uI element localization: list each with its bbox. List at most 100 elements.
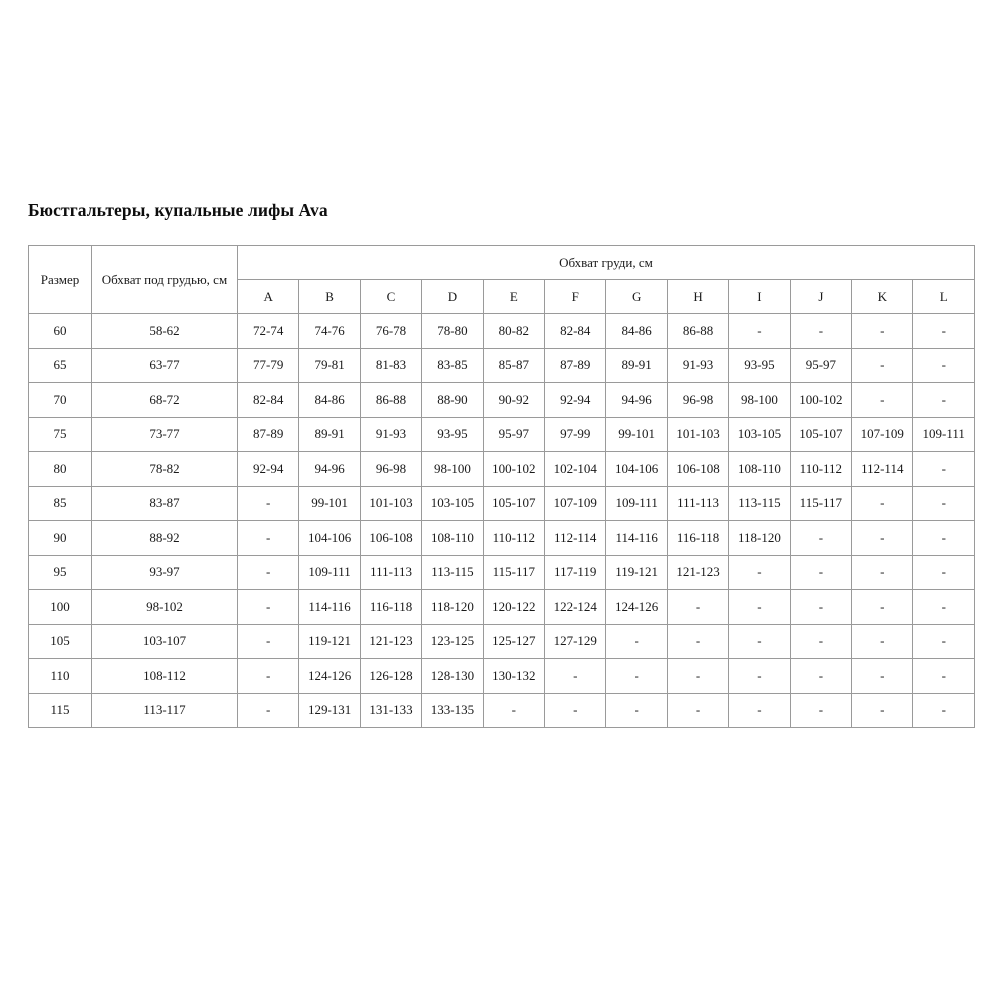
header-cup-k: K bbox=[851, 279, 914, 314]
cell-bust-f: 97-99 bbox=[544, 416, 607, 452]
cell-bust-i: - bbox=[728, 658, 791, 694]
cell-bust-b: 129-131 bbox=[298, 692, 361, 728]
table-row: 70 68-72 82-84 84-86 86-88 88-90 90-92 92-94 94-… bbox=[28, 382, 975, 418]
cell-bust-d: 128-130 bbox=[421, 658, 484, 694]
cell-bust-d: 118-120 bbox=[421, 589, 484, 625]
cell-bust-i: - bbox=[728, 623, 791, 659]
cell-bust-k: - bbox=[851, 623, 914, 659]
cell-bust-i: 98-100 bbox=[728, 382, 791, 418]
cell-bust-i: - bbox=[728, 692, 791, 728]
cell-bust-k: - bbox=[851, 313, 914, 349]
cell-bust-g: 89-91 bbox=[605, 347, 668, 383]
cell-bust-a: - bbox=[236, 485, 300, 521]
cell-bust-a: - bbox=[236, 520, 300, 556]
cell-bust-h: 106-108 bbox=[666, 451, 730, 487]
cell-bust-l: - bbox=[912, 692, 975, 728]
cell-bust-j: - bbox=[789, 692, 853, 728]
cell-bust-f: 112-114 bbox=[544, 520, 607, 556]
cell-bust-d: 108-110 bbox=[421, 520, 484, 556]
cell-size: 60 bbox=[28, 313, 92, 349]
cell-bust-l: - bbox=[912, 589, 975, 625]
cell-bust-h: - bbox=[666, 692, 730, 728]
cell-bust-c: 76-78 bbox=[359, 313, 423, 349]
cell-bust-h: 86-88 bbox=[666, 313, 730, 349]
cell-bust-g: 84-86 bbox=[605, 313, 668, 349]
cell-bust-h: - bbox=[666, 658, 730, 694]
cell-bust-f: 102-104 bbox=[544, 451, 607, 487]
cell-bust-l: - bbox=[912, 623, 975, 659]
cell-bust-e: 105-107 bbox=[482, 485, 546, 521]
cell-underbust: 103-107 bbox=[91, 623, 238, 659]
cell-underbust: 68-72 bbox=[91, 382, 238, 418]
cell-bust-g: 124-126 bbox=[605, 589, 668, 625]
cell-bust-a: 92-94 bbox=[236, 451, 300, 487]
cell-bust-c: 91-93 bbox=[359, 416, 423, 452]
cell-bust-b: 119-121 bbox=[298, 623, 361, 659]
cell-bust-g: 99-101 bbox=[605, 416, 668, 452]
cell-bust-l: - bbox=[912, 451, 975, 487]
cell-underbust: 78-82 bbox=[91, 451, 238, 487]
cell-bust-i: - bbox=[728, 313, 791, 349]
cell-size: 90 bbox=[28, 520, 92, 556]
cell-bust-d: 103-105 bbox=[421, 485, 484, 521]
cell-bust-e: 80-82 bbox=[482, 313, 546, 349]
cell-bust-j: 100-102 bbox=[789, 382, 853, 418]
cell-bust-b: 74-76 bbox=[298, 313, 361, 349]
cell-bust-h: 121-123 bbox=[666, 554, 730, 590]
cell-bust-k: - bbox=[851, 520, 914, 556]
cell-bust-a: 72-74 bbox=[236, 313, 300, 349]
header-cup-j: J bbox=[789, 279, 853, 314]
cell-bust-g: 119-121 bbox=[605, 554, 668, 590]
cell-size: 100 bbox=[28, 589, 92, 625]
cell-underbust: 113-117 bbox=[91, 692, 238, 728]
table-body: 60 58-62 72-74 74-76 76-78 78-80 80-82 82-84 84-… bbox=[28, 313, 975, 728]
cell-bust-f: 127-129 bbox=[544, 623, 607, 659]
cell-bust-k: - bbox=[851, 485, 914, 521]
cell-size: 70 bbox=[28, 382, 92, 418]
header-bust-group: Обхват груди, см bbox=[237, 245, 975, 280]
cell-bust-a: - bbox=[236, 623, 300, 659]
cell-bust-l: - bbox=[912, 658, 975, 694]
cell-bust-e: 110-112 bbox=[482, 520, 546, 556]
cell-underbust: 83-87 bbox=[91, 485, 238, 521]
table-row: 85 83-87-99-101 101-103 103-105 105-107 107-1… bbox=[28, 485, 975, 521]
cell-bust-h: 101-103 bbox=[666, 416, 730, 452]
cell-bust-h: 111-113 bbox=[666, 485, 730, 521]
cell-bust-j: - bbox=[789, 554, 853, 590]
cell-bust-a: 77-79 bbox=[236, 347, 300, 383]
cell-bust-g: 104-106 bbox=[605, 451, 668, 487]
cell-size: 110 bbox=[28, 658, 92, 694]
cell-bust-k: 112-114 bbox=[851, 451, 914, 487]
header-cup-g: G bbox=[605, 279, 668, 314]
cell-bust-c: 101-103 bbox=[359, 485, 423, 521]
cell-bust-d: 78-80 bbox=[421, 313, 484, 349]
cell-bust-k: - bbox=[851, 589, 914, 625]
cell-bust-e: 115-117 bbox=[482, 554, 546, 590]
cell-underbust: 88-92 bbox=[91, 520, 238, 556]
cell-bust-d: 98-100 bbox=[421, 451, 484, 487]
cell-bust-g: - bbox=[605, 692, 668, 728]
cell-bust-k: - bbox=[851, 382, 914, 418]
cell-bust-g: - bbox=[605, 623, 668, 659]
cell-bust-i: 118-120 bbox=[728, 520, 791, 556]
cell-bust-e: - bbox=[482, 692, 546, 728]
cell-bust-e: 120-122 bbox=[482, 589, 546, 625]
table-row: 115 113-117-129-131 131-133 133-135- - - - - - - - bbox=[28, 692, 975, 728]
cell-bust-k: - bbox=[851, 554, 914, 590]
cell-bust-k: - bbox=[851, 692, 914, 728]
cell-bust-f: 92-94 bbox=[544, 382, 607, 418]
cell-bust-e: 100-102 bbox=[482, 451, 546, 487]
cell-bust-c: 81-83 bbox=[359, 347, 423, 383]
cell-bust-j: 115-117 bbox=[789, 485, 853, 521]
cell-bust-f: 87-89 bbox=[544, 347, 607, 383]
cell-bust-b: 104-106 bbox=[298, 520, 361, 556]
cell-bust-i: 93-95 bbox=[728, 347, 791, 383]
cell-bust-d: 93-95 bbox=[421, 416, 484, 452]
header-cup-a: A bbox=[236, 279, 300, 314]
header-cup-b: B bbox=[298, 279, 361, 314]
cell-bust-a: - bbox=[236, 692, 300, 728]
cell-bust-b: 124-126 bbox=[298, 658, 361, 694]
cell-underbust: 58-62 bbox=[91, 313, 238, 349]
